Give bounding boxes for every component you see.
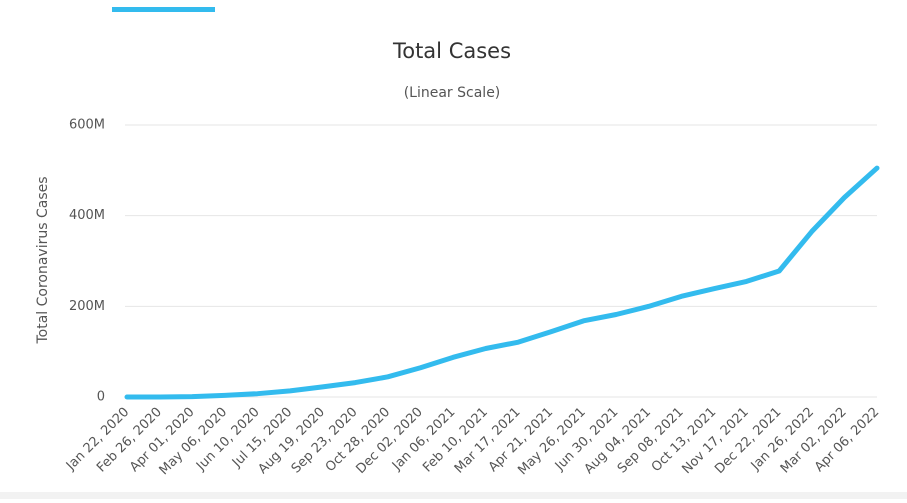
y-tick-label: 600M	[69, 118, 105, 133]
line	[124, 165, 880, 400]
bottom-edge	[0, 492, 907, 499]
y-tick-label: 400M	[69, 208, 105, 223]
y-tick-label: 0	[97, 390, 105, 405]
tab-indicator	[112, 7, 215, 12]
y-axis-label: Total Coronavirus Cases	[35, 176, 51, 344]
chart-subtitle: (Linear Scale)	[404, 85, 501, 101]
chart-title: Total Cases	[392, 39, 511, 63]
y-tick-label: 200M	[69, 299, 105, 314]
